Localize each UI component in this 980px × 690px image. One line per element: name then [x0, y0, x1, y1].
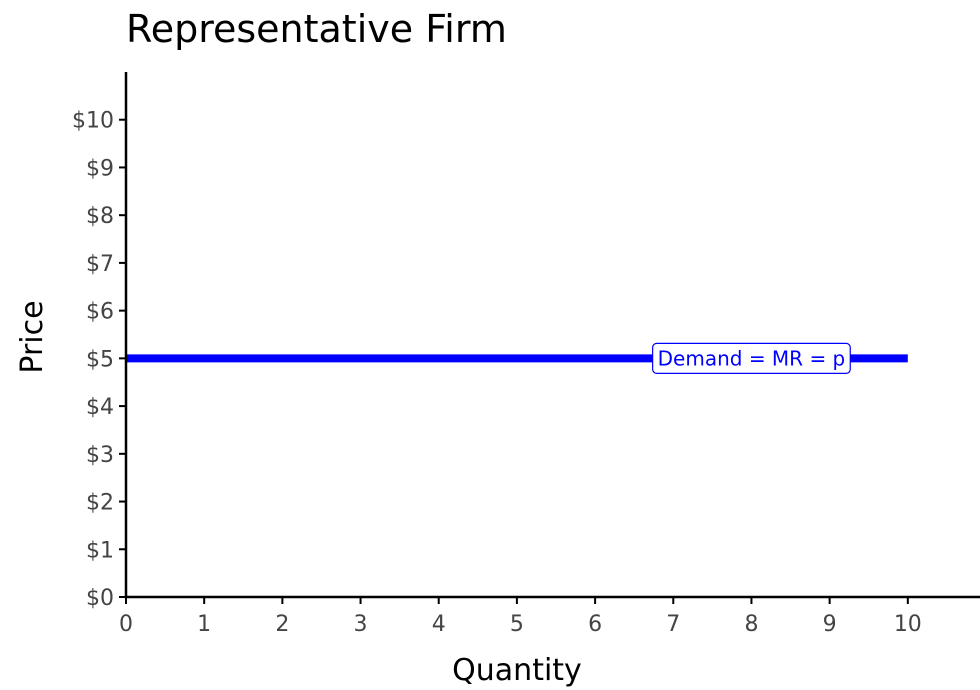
- y-tick-label: $1: [86, 538, 114, 563]
- y-tick-label: $6: [86, 300, 114, 325]
- x-axis-ticks: 0 1 2 3 4 5 6 7 8 9 10: [119, 597, 922, 637]
- y-tick-label: $4: [86, 395, 114, 420]
- y-tick-label: $9: [86, 156, 114, 181]
- y-tick-label: $2: [86, 491, 114, 516]
- demand-label-box: [652, 342, 851, 374]
- x-tick-label: 8: [744, 612, 758, 637]
- demand-label-text: Demand = MR = p: [658, 346, 846, 370]
- y-axis-ticks: $0 $1 $2 $3 $4 $5 $6 $7 $8 $9 $10: [72, 109, 126, 611]
- x-tick-label: 3: [354, 612, 368, 637]
- y-axis-title: Price: [15, 300, 50, 373]
- x-tick-label: 7: [666, 612, 680, 637]
- x-tick-label: 1: [197, 612, 211, 637]
- y-tick-label: $7: [86, 252, 114, 277]
- demand-label: Demand = MR = p: [652, 342, 851, 374]
- y-tick-label: $5: [86, 347, 114, 372]
- x-tick-label: 2: [275, 612, 289, 637]
- y-tick-label: $10: [72, 109, 114, 134]
- x-tick-label: 5: [510, 612, 524, 637]
- x-tick-label: 10: [894, 612, 922, 637]
- x-tick-label: 0: [119, 612, 133, 637]
- y-tick-label: $0: [86, 586, 114, 611]
- chart-title: Representative Firm: [126, 7, 507, 51]
- x-tick-label: 9: [823, 612, 837, 637]
- x-tick-label: 4: [432, 612, 446, 637]
- annotation-layer: Demand = MR = p: [652, 342, 851, 374]
- x-axis-title: Quantity: [452, 653, 582, 688]
- y-tick-label: $8: [86, 204, 114, 229]
- y-tick-label: $3: [86, 443, 114, 468]
- plot-area: $0 $1 $2 $3 $4 $5 $6 $7 $8 $9 $10 0 1 2 3 4 5 6 7 8 9 10 Dem…: [72, 72, 980, 637]
- x-tick-label: 6: [588, 612, 602, 637]
